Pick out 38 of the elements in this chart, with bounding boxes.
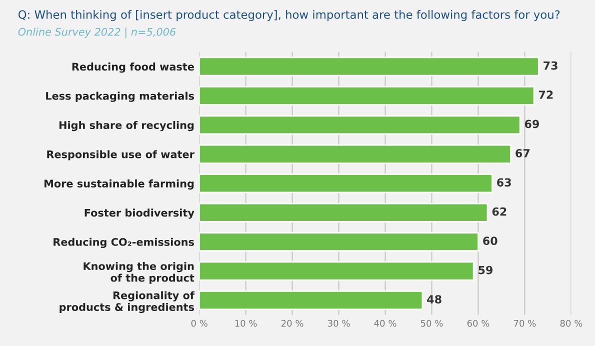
data-label: 63 — [497, 178, 511, 187]
x-tick-label: 40 % — [374, 320, 396, 327]
data-label: 72 — [538, 90, 553, 99]
y-tick-label: Reducing CO₂-emissions — [54, 238, 194, 248]
data-label: 67 — [516, 148, 530, 158]
data-label: 48 — [427, 295, 442, 304]
bar — [199, 232, 479, 252]
text: Online Survey 2022 | n=5,006 — [18, 28, 176, 38]
data-label: 62 — [492, 207, 506, 216]
x-tick-label: 30 % — [328, 320, 350, 327]
y-tick-label: Regionality of products & ingredients — [60, 291, 195, 314]
bar — [199, 174, 493, 194]
y-tick-label: Foster biodiversity — [84, 208, 194, 219]
y-tick-label: High share of recycling — [59, 120, 194, 132]
chart-title: Q: When thinking of [insert product category], how important are the following factors for you? — [18, 10, 560, 22]
y-tick-label: More sustainable farming — [44, 179, 194, 190]
bar — [199, 144, 512, 164]
bar — [199, 261, 474, 281]
bar — [199, 115, 521, 135]
y-tick-label: Knowing the origin of the product — [84, 262, 194, 284]
bar — [199, 86, 535, 106]
bar — [199, 202, 488, 222]
y-tick-label: Less packaging materials — [46, 92, 194, 102]
data-label: 73 — [544, 61, 558, 70]
x-tick-label: 10 % — [235, 320, 257, 327]
y-tick-label: Reducing food waste — [72, 62, 194, 73]
x-tick-label: 20 % — [281, 320, 304, 327]
data-label: 59 — [478, 266, 492, 274]
y-tick-label: Responsible use of water — [47, 150, 194, 160]
data-label: 60 — [483, 236, 498, 246]
x-tick-label: 80 % — [560, 320, 582, 327]
x-tick-label: 70 % — [514, 320, 536, 327]
x-tick-label: 60 % — [467, 320, 490, 327]
x-tick-label: 50 % — [420, 320, 443, 327]
bar — [199, 56, 540, 76]
data-label: 69 — [524, 120, 539, 128]
bar — [199, 290, 424, 310]
x-tick-label: 0 % — [191, 320, 208, 327]
